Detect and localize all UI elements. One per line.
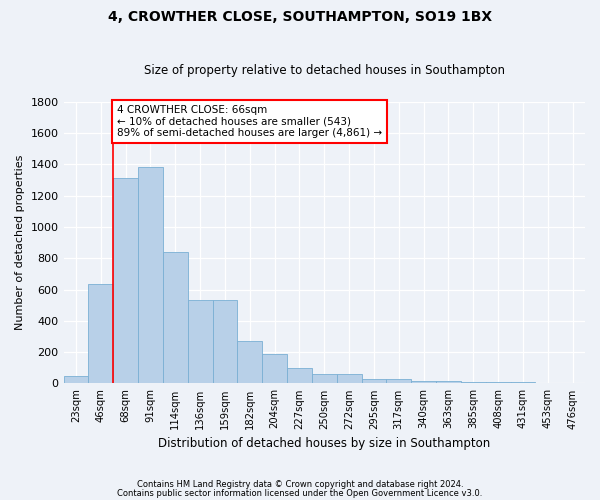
Bar — [163, 252, 188, 384]
Bar — [535, 382, 560, 384]
Bar — [485, 382, 511, 384]
Text: Contains HM Land Registry data © Crown copyright and database right 2024.: Contains HM Land Registry data © Crown c… — [137, 480, 463, 489]
Bar — [312, 374, 337, 384]
Bar — [436, 380, 461, 384]
Bar — [88, 284, 113, 384]
Bar — [337, 374, 362, 384]
Bar — [64, 376, 88, 384]
Bar — [262, 354, 287, 384]
Bar — [113, 178, 138, 384]
Title: Size of property relative to detached houses in Southampton: Size of property relative to detached ho… — [144, 64, 505, 77]
Text: 4 CROWTHER CLOSE: 66sqm
← 10% of detached houses are smaller (543)
89% of semi-d: 4 CROWTHER CLOSE: 66sqm ← 10% of detache… — [117, 105, 382, 138]
Text: 4, CROWTHER CLOSE, SOUTHAMPTON, SO19 1BX: 4, CROWTHER CLOSE, SOUTHAMPTON, SO19 1BX — [108, 10, 492, 24]
Bar — [362, 378, 386, 384]
Bar — [212, 300, 238, 384]
Bar — [386, 378, 411, 384]
Bar — [188, 300, 212, 384]
Bar — [138, 168, 163, 384]
Y-axis label: Number of detached properties: Number of detached properties — [15, 155, 25, 330]
Bar — [411, 380, 436, 384]
Bar — [238, 341, 262, 384]
Bar — [461, 382, 485, 384]
Bar — [287, 368, 312, 384]
Text: Contains public sector information licensed under the Open Government Licence v3: Contains public sector information licen… — [118, 490, 482, 498]
X-axis label: Distribution of detached houses by size in Southampton: Distribution of detached houses by size … — [158, 437, 490, 450]
Bar — [511, 382, 535, 384]
